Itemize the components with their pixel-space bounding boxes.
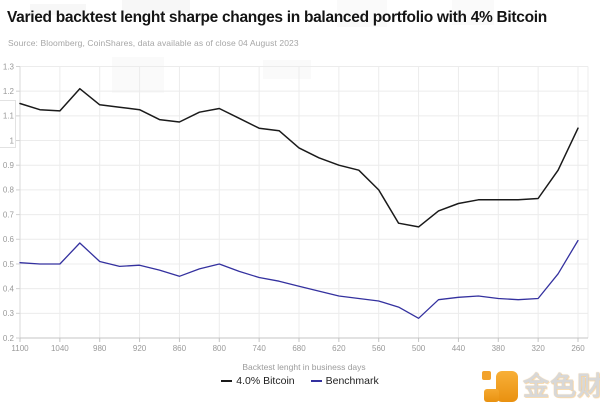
- svg-text:1: 1: [10, 136, 15, 145]
- svg-text:740: 740: [252, 344, 266, 353]
- svg-text:920: 920: [133, 344, 147, 353]
- svg-text:320: 320: [531, 344, 545, 353]
- svg-text:1.2: 1.2: [3, 87, 15, 96]
- watermark-jinse: 金色财经: [479, 367, 600, 405]
- legend-label-bitcoin: 4.0% Bitcoin: [236, 375, 295, 387]
- legend-item-bitcoin: 4.0% Bitcoin: [221, 375, 295, 387]
- svg-text:860: 860: [173, 344, 187, 353]
- svg-text:800: 800: [213, 344, 227, 353]
- svg-text:0.3: 0.3: [3, 309, 15, 318]
- svg-text:1.3: 1.3: [3, 62, 15, 71]
- svg-text:500: 500: [412, 344, 426, 353]
- svg-text:0.5: 0.5: [3, 260, 15, 269]
- svg-text:380: 380: [492, 344, 506, 353]
- svg-text:440: 440: [452, 344, 466, 353]
- svg-text:1100: 1100: [11, 344, 29, 353]
- svg-text:0.7: 0.7: [3, 210, 15, 219]
- chart-legend: 4.0% Bitcoin Benchmark: [0, 375, 600, 387]
- legend-item-benchmark: Benchmark: [310, 375, 379, 387]
- x-axis-title: Backtest lenght in business days: [242, 362, 366, 372]
- watermark-text: 金色财经: [523, 371, 600, 401]
- svg-text:260: 260: [571, 344, 585, 353]
- svg-text:1040: 1040: [51, 344, 69, 353]
- source-note: Source: Bloomberg, CoinShares, data avai…: [8, 38, 299, 48]
- legend-label-benchmark: Benchmark: [325, 375, 379, 387]
- svg-text:0.6: 0.6: [3, 235, 15, 244]
- svg-text:980: 980: [93, 344, 107, 353]
- svg-text:0.9: 0.9: [3, 161, 15, 170]
- svg-text:0.2: 0.2: [3, 334, 15, 343]
- legend-dash-benchmark-icon: [310, 380, 322, 382]
- svg-text:560: 560: [372, 344, 386, 353]
- svg-text:0.4: 0.4: [3, 284, 15, 293]
- page-title: Varied backtest lenght sharpe changes in…: [7, 9, 547, 26]
- svg-text:680: 680: [292, 344, 306, 353]
- jinse-logo-icon: [479, 369, 519, 403]
- svg-text:0.8: 0.8: [3, 186, 15, 195]
- partial-box-artifact: [0, 100, 16, 148]
- svg-text:620: 620: [332, 344, 346, 353]
- svg-text:1.1: 1.1: [3, 112, 15, 121]
- legend-dash-bitcoin-icon: [221, 380, 233, 382]
